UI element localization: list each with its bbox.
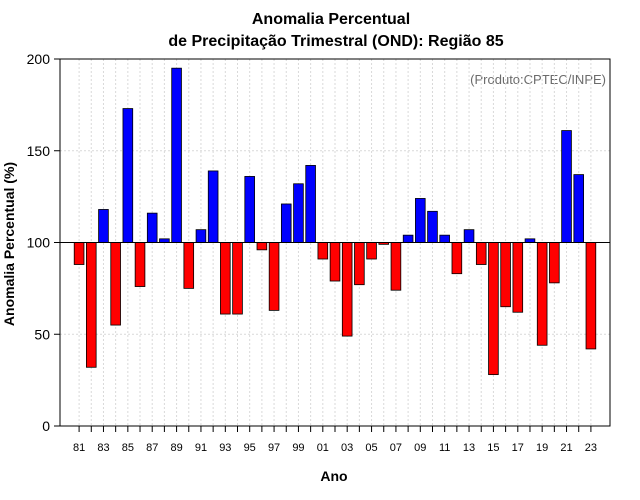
bar-1998: [280, 203, 292, 243]
x-tick-label: 09: [414, 442, 426, 454]
x-tick-label: 17: [512, 442, 524, 454]
bar-2007: [390, 242, 402, 291]
bar-2009: [415, 198, 426, 243]
bar-2016: [500, 242, 511, 308]
y-tick-label: 100: [27, 235, 51, 251]
bar-2020: [549, 242, 560, 284]
x-tick-label: 15: [487, 442, 499, 454]
bar-2000: [305, 165, 316, 243]
bar-2022: [573, 174, 584, 243]
source-annotation: (Produto:CPTEC/INPE): [470, 72, 606, 87]
y-tick-label: 50: [34, 326, 50, 342]
bar-1996: [256, 242, 268, 251]
x-tick-label: 97: [268, 442, 280, 454]
x-tick-label: 05: [365, 442, 377, 454]
x-tick-label: 89: [170, 442, 182, 454]
bar-2003: [341, 242, 353, 337]
x-tick-label: 83: [97, 442, 109, 454]
bar-2001: [317, 242, 329, 260]
bar-2004: [354, 242, 365, 286]
bar-2018: [524, 238, 536, 243]
bar-2011: [439, 234, 450, 243]
chart-title: Anomalia Percentual: [252, 11, 410, 28]
x-tick-label: 19: [536, 442, 548, 454]
bar-1989: [171, 67, 182, 243]
bar-1985: [122, 108, 134, 243]
bar-1990: [183, 242, 195, 289]
x-tick-label: 93: [219, 442, 231, 454]
y-tick-label: 200: [27, 51, 51, 67]
x-tick-label: 85: [122, 442, 134, 454]
bar-1981: [73, 242, 85, 265]
x-tick-label: 23: [585, 442, 597, 454]
bar-2023: [585, 242, 597, 350]
x-tick-label: 87: [146, 442, 158, 454]
x-tick-label: 07: [390, 442, 402, 454]
bar-2008: [402, 234, 414, 243]
x-tick-label: 21: [560, 442, 572, 454]
bar-2014: [475, 242, 487, 265]
x-tick-label: 91: [195, 442, 207, 454]
bar-1986: [134, 242, 146, 287]
bar-2002: [329, 242, 341, 282]
x-tick-label: 01: [317, 442, 329, 454]
bar-1994: [232, 242, 243, 315]
bar-1995: [244, 176, 255, 243]
bar-1984: [110, 242, 121, 326]
bar-2015: [488, 242, 499, 376]
bar-1983: [98, 209, 109, 243]
grid: [60, 59, 610, 426]
bar-1988: [159, 238, 170, 243]
bar-1999: [293, 183, 304, 243]
x-tick-label: 11: [439, 442, 450, 454]
x-tick-label: 13: [463, 442, 475, 454]
bars: [73, 67, 597, 376]
bar-2010: [427, 210, 438, 243]
bar-1987: [146, 212, 158, 243]
bar-1993: [220, 242, 231, 315]
y-axis-label: Anomalia Percentual (%): [1, 162, 17, 326]
bar-2013: [463, 229, 475, 243]
bar-2017: [512, 242, 524, 313]
bar-2019: [536, 242, 548, 346]
bar-2012: [451, 242, 463, 275]
bar-1992: [207, 170, 219, 243]
bar-1997: [268, 242, 280, 311]
x-tick-label: 81: [73, 442, 85, 454]
x-tick-label: 03: [341, 442, 353, 454]
y-tick-label: 0: [42, 418, 50, 434]
x-tick-label: 99: [292, 442, 304, 454]
x-tick-label: 95: [244, 442, 256, 454]
bar-2005: [366, 242, 377, 260]
x-axis-label: Ano: [320, 468, 347, 484]
axes: 0 50 100 150 200 81 83 85 87 89 91 93 95 97 99 01 03 05 07…: [27, 51, 611, 454]
bar-1991: [195, 229, 207, 243]
chart-subtitle: de Precipitação Trimestral (OND): Região…: [168, 33, 503, 50]
bar-2021: [561, 130, 572, 243]
y-tick-label: 150: [27, 143, 51, 159]
bar-1982: [86, 242, 97, 368]
